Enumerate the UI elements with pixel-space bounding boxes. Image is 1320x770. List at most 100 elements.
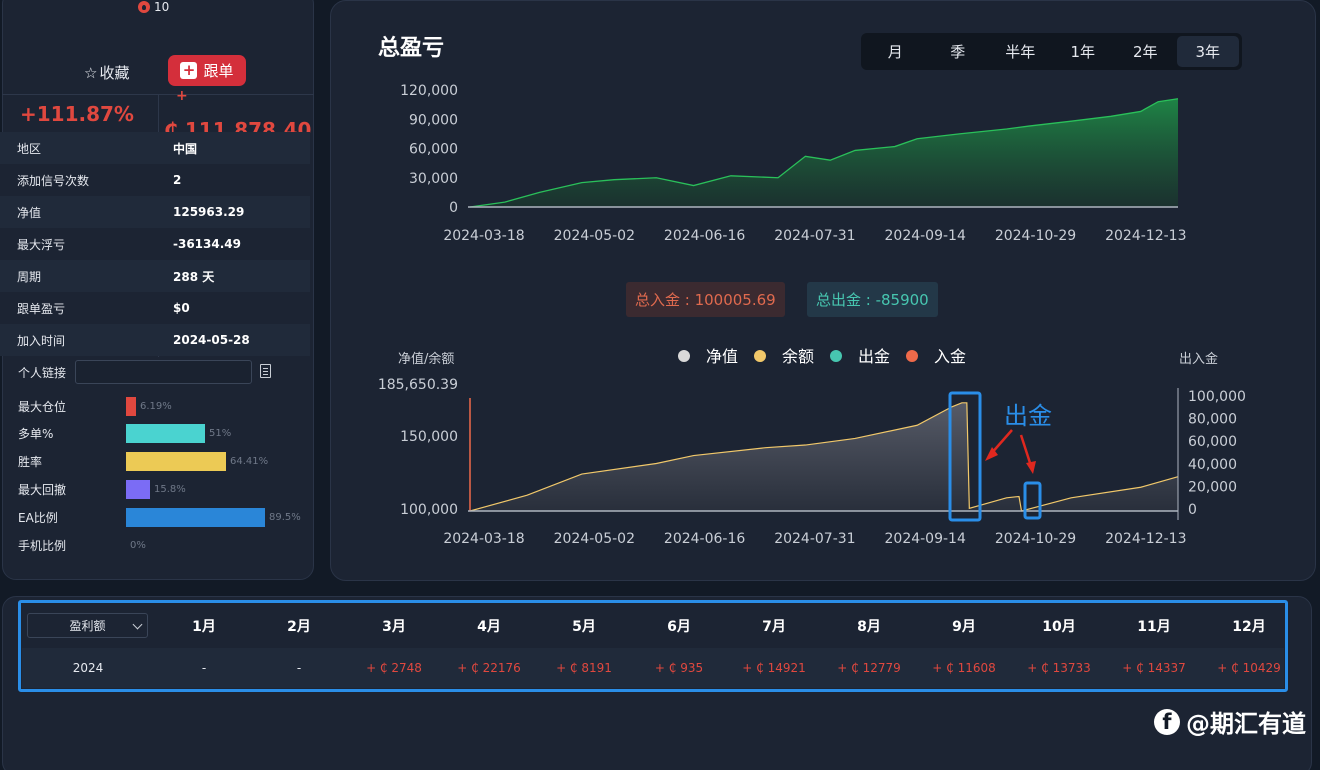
total-deposit-tag: 总入金 : 100005.69 <box>626 282 785 317</box>
info-key: 最大浮亏 <box>17 237 66 252</box>
month-header: 3月 <box>382 619 406 635</box>
month-header: 6月 <box>667 619 691 635</box>
month-header: 12月 <box>1232 619 1266 635</box>
year-cell: 2024 <box>72 661 104 675</box>
period-tab-月[interactable]: 月 <box>887 43 903 61</box>
stat-bar <box>126 452 226 472</box>
period-tab-半年[interactable]: 半年 <box>1005 43 1036 61</box>
period-tab-2年[interactable]: 2年 <box>1132 43 1158 61</box>
info-value: 125963.29 <box>173 205 245 219</box>
month-value: + ₵ 2748 <box>366 661 422 675</box>
favorite-button[interactable]: ☆ 收藏 <box>84 62 129 83</box>
watermark: f @期汇有道 <box>1154 704 1306 739</box>
month-value: + ₵ 10429 <box>1217 661 1281 675</box>
month-value: + ₵ 22176 <box>457 661 521 675</box>
month-value: + ₵ 13733 <box>1027 661 1091 675</box>
month-value: - <box>296 661 302 675</box>
table-highlight-frame <box>18 600 1288 692</box>
follow-label: 跟单 <box>203 62 234 80</box>
month-value: + ₵ 14337 <box>1122 661 1186 675</box>
month-header: 8月 <box>857 619 881 635</box>
stat-row: 胜率 64.41% <box>0 451 310 473</box>
stat-value: 6.19% <box>140 400 172 412</box>
favorite-label: 收藏 <box>99 64 130 82</box>
stat-bar <box>126 396 136 416</box>
follow-button[interactable]: + 跟单 <box>168 55 246 86</box>
divider <box>2 94 314 95</box>
info-value: 2024-05-28 <box>173 333 250 347</box>
month-header: 9月 <box>952 619 976 635</box>
stat-row: EA比例 89.5% <box>0 506 310 528</box>
metric-select-value: 盈利额 <box>69 619 106 633</box>
stat-bar <box>126 424 205 444</box>
stat-label: 胜率 <box>18 455 43 470</box>
info-row: 净值 125963.29 <box>0 196 310 228</box>
month-value: + ₵ 14921 <box>742 661 806 675</box>
watermark-text: @期汇有道 <box>1186 710 1306 738</box>
month-header: 2月 <box>287 619 311 635</box>
info-row: 跟单盈亏 $0 <box>0 292 310 324</box>
month-value: + ₵ 935 <box>654 661 704 675</box>
month-header: 10月 <box>1042 619 1076 635</box>
chevron-down-icon <box>132 619 143 630</box>
stat-value: 51% <box>209 428 232 440</box>
info-value: 中国 <box>173 141 198 156</box>
info-row: 添加信号次数 2 <box>0 164 310 196</box>
info-value: -36134.49 <box>173 237 241 251</box>
info-value: 2 <box>173 173 182 187</box>
stat-value: 64.41% <box>230 456 269 468</box>
profit-sign: + <box>176 88 188 104</box>
stat-label: 最大仓位 <box>18 399 67 414</box>
facebook-icon: f <box>1154 708 1180 735</box>
stat-row: 最大回撤 15.8% <box>0 478 310 500</box>
star-icon: ☆ <box>84 63 98 82</box>
hot-count: 10 <box>138 0 169 14</box>
info-value: 288 天 <box>173 269 215 284</box>
stat-label: 多单% <box>18 427 54 442</box>
hot-count-value: 10 <box>154 0 170 14</box>
month-value: + ₵ 8191 <box>556 661 612 675</box>
document-icon[interactable] <box>260 364 271 378</box>
total-withdraw-tag: 总出金 : -85900 <box>807 282 938 317</box>
period-tab-1年[interactable]: 1年 <box>1070 43 1096 61</box>
info-value: $0 <box>173 301 190 315</box>
stat-row: 手机比例 0% <box>0 534 310 556</box>
stat-row: 最大仓位 6.19% <box>0 395 310 417</box>
stat-label: EA比例 <box>18 510 58 525</box>
plus-icon: + <box>180 62 198 79</box>
month-header: 1月 <box>192 619 216 635</box>
month-value: - <box>201 661 207 675</box>
period-tab-3年[interactable]: 3年 <box>1176 36 1239 67</box>
stat-value: 0% <box>130 539 146 551</box>
info-key: 跟单盈亏 <box>17 301 66 316</box>
month-header: 7月 <box>762 619 786 635</box>
fire-icon <box>138 1 150 13</box>
stat-row: 多单% 51% <box>0 423 310 445</box>
personal-link-label: 个人链接 <box>18 366 67 380</box>
month-header: 11月 <box>1137 619 1171 635</box>
chart-title: 总盈亏 <box>378 36 445 61</box>
stat-value: 15.8% <box>154 483 186 495</box>
info-row: 周期 288 天 <box>0 260 310 292</box>
personal-link-input[interactable] <box>75 360 252 384</box>
month-value: + ₵ 11608 <box>932 661 996 675</box>
table-row <box>22 648 1284 688</box>
stat-bar <box>126 479 150 499</box>
info-key: 周期 <box>17 269 42 284</box>
stat-label: 最大回撤 <box>18 482 67 497</box>
info-row: 最大浮亏 -36134.49 <box>0 228 310 260</box>
month-header: 5月 <box>572 619 596 635</box>
stat-label: 手机比例 <box>18 538 67 553</box>
month-value: + ₵ 12779 <box>837 661 901 675</box>
stat-value: 89.5% <box>269 511 301 523</box>
month-header: 4月 <box>477 619 501 635</box>
info-row: 地区 中国 <box>0 132 310 164</box>
info-row: 加入时间 2024-05-28 <box>0 324 310 356</box>
info-key: 加入时间 <box>17 333 66 348</box>
info-key: 地区 <box>17 141 42 156</box>
metric-select[interactable]: 盈利额 <box>27 613 148 638</box>
info-key: 添加信号次数 <box>17 173 90 188</box>
stat-bar <box>126 507 265 527</box>
period-tab-季[interactable]: 季 <box>950 43 966 61</box>
return-percent: +111.87% <box>20 102 134 126</box>
